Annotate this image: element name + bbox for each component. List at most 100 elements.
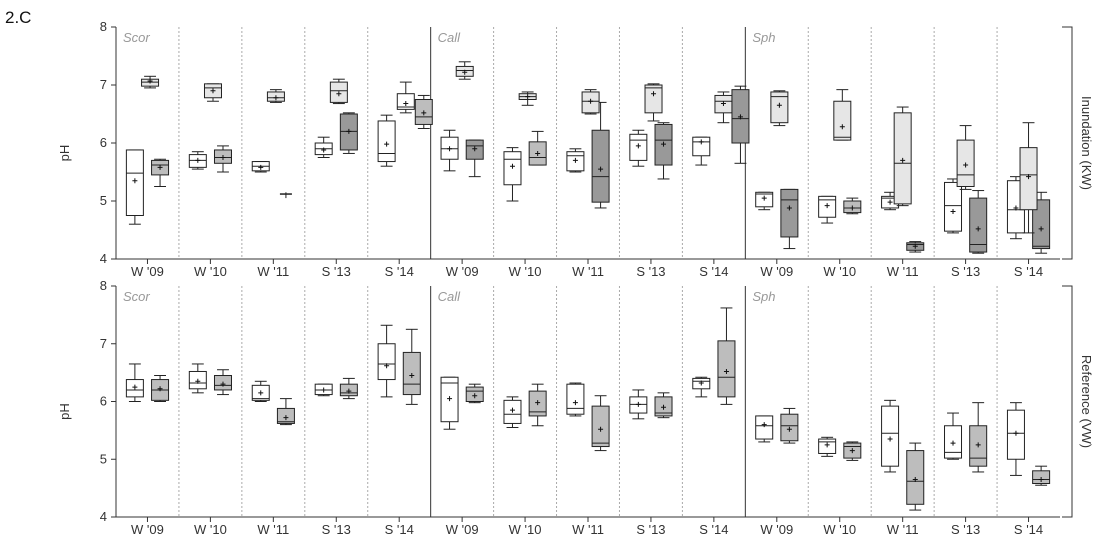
box-left xyxy=(566,148,585,173)
mean-marker xyxy=(635,143,641,149)
box-iqr xyxy=(881,405,900,467)
extra-series xyxy=(329,78,348,105)
x-tick-label: W '10 xyxy=(194,522,227,537)
x-tick-label: S '14 xyxy=(385,522,414,537)
mean-marker xyxy=(1038,476,1044,482)
x-tick-label: W '09 xyxy=(446,522,479,537)
mean-marker xyxy=(698,380,704,386)
mean-marker xyxy=(761,422,767,428)
box-iqr xyxy=(780,188,799,238)
mean-marker xyxy=(963,162,969,168)
box-left xyxy=(314,383,333,397)
mean-marker xyxy=(698,139,704,145)
x-tick-label: W '09 xyxy=(131,522,164,537)
mean-marker xyxy=(651,91,657,97)
mean-marker xyxy=(195,378,201,384)
x-tick-label: S '13 xyxy=(322,264,351,279)
short-range-marker xyxy=(279,192,292,199)
mean-marker xyxy=(912,476,918,482)
box-right xyxy=(906,241,925,253)
mean-marker xyxy=(321,387,327,393)
x-tick-label: S '13 xyxy=(322,522,351,537)
box-left xyxy=(818,195,837,224)
mean-marker xyxy=(509,407,515,413)
box-extra xyxy=(893,106,912,207)
box-right xyxy=(969,402,988,473)
y-axis-label: pH xyxy=(57,145,72,162)
mean-marker xyxy=(661,141,667,147)
extra-series xyxy=(279,192,292,199)
y-tick-label: 5 xyxy=(100,193,107,208)
mean-marker xyxy=(258,164,264,170)
mean-marker xyxy=(824,442,830,448)
box-left xyxy=(188,363,207,394)
extra-series xyxy=(518,91,537,106)
x-tick-label: S '14 xyxy=(699,522,728,537)
box-left xyxy=(503,147,522,202)
mean-marker xyxy=(447,396,453,402)
mean-marker xyxy=(535,400,541,406)
mean-marker xyxy=(912,243,918,249)
box-left xyxy=(629,129,648,167)
y-tick-label: 7 xyxy=(100,77,107,92)
box-right xyxy=(528,383,547,427)
box-right xyxy=(465,139,484,178)
mean-marker xyxy=(321,147,327,153)
box-extra xyxy=(714,91,733,124)
box-left xyxy=(755,191,774,211)
x-tick-label: W '11 xyxy=(572,522,604,537)
box-iqr xyxy=(969,197,988,253)
panel-label: Call xyxy=(438,30,462,45)
box-right xyxy=(402,328,421,405)
x-tick-label: W '11 xyxy=(887,522,919,537)
box-right xyxy=(717,307,736,405)
mean-marker xyxy=(572,400,578,406)
box-left xyxy=(377,324,396,398)
box-left xyxy=(755,415,774,443)
y-tick-label: 4 xyxy=(100,251,107,266)
box-right xyxy=(906,442,925,511)
box-iqr xyxy=(755,415,774,440)
extra-series xyxy=(833,89,852,141)
panel-scor: Scor W '09 W '10 W '11 S '13 S '14 xyxy=(123,286,421,537)
mean-marker xyxy=(588,98,594,104)
box-right xyxy=(780,188,799,250)
figure-label: 2.C xyxy=(5,8,31,27)
mean-marker xyxy=(462,69,468,75)
box-right xyxy=(465,383,484,404)
box-left xyxy=(440,129,459,172)
box-iqr xyxy=(377,343,396,381)
box-left xyxy=(377,114,396,167)
y-tick-label: 7 xyxy=(100,336,107,351)
mean-marker xyxy=(346,128,352,134)
row-reference: 4 5 6 7 8 pH Reference (VW) Scor W '09 W '10 W '11… xyxy=(57,278,1094,537)
panel-label: Scor xyxy=(123,289,150,304)
row-label: Reference (VW) xyxy=(1079,355,1094,448)
box-right xyxy=(1032,191,1051,254)
mean-marker xyxy=(776,102,782,108)
panel-sph: Sph W '09 W '10 W '11 S '13 S '14 xyxy=(744,27,1051,279)
box-extra xyxy=(833,89,852,141)
mean-marker xyxy=(887,199,893,205)
extra-series xyxy=(956,125,975,190)
box-left xyxy=(188,151,207,170)
box-left xyxy=(692,376,711,398)
mean-marker xyxy=(761,195,767,201)
y-tick-label: 8 xyxy=(100,278,107,293)
mean-marker xyxy=(283,415,289,421)
y-tick-label: 5 xyxy=(100,451,107,466)
extra-series xyxy=(644,83,663,122)
mean-marker xyxy=(336,91,342,97)
extra-series xyxy=(893,106,912,207)
mean-marker xyxy=(525,94,531,100)
mean-marker xyxy=(900,157,906,163)
mean-marker xyxy=(849,448,855,454)
x-tick-label: S '13 xyxy=(636,522,665,537)
x-tick-label: W '09 xyxy=(760,264,793,279)
box-right xyxy=(528,130,547,166)
box-left xyxy=(503,396,522,428)
x-tick-label: W '10 xyxy=(823,522,856,537)
box-extra xyxy=(770,90,789,127)
box-extra xyxy=(455,61,474,80)
